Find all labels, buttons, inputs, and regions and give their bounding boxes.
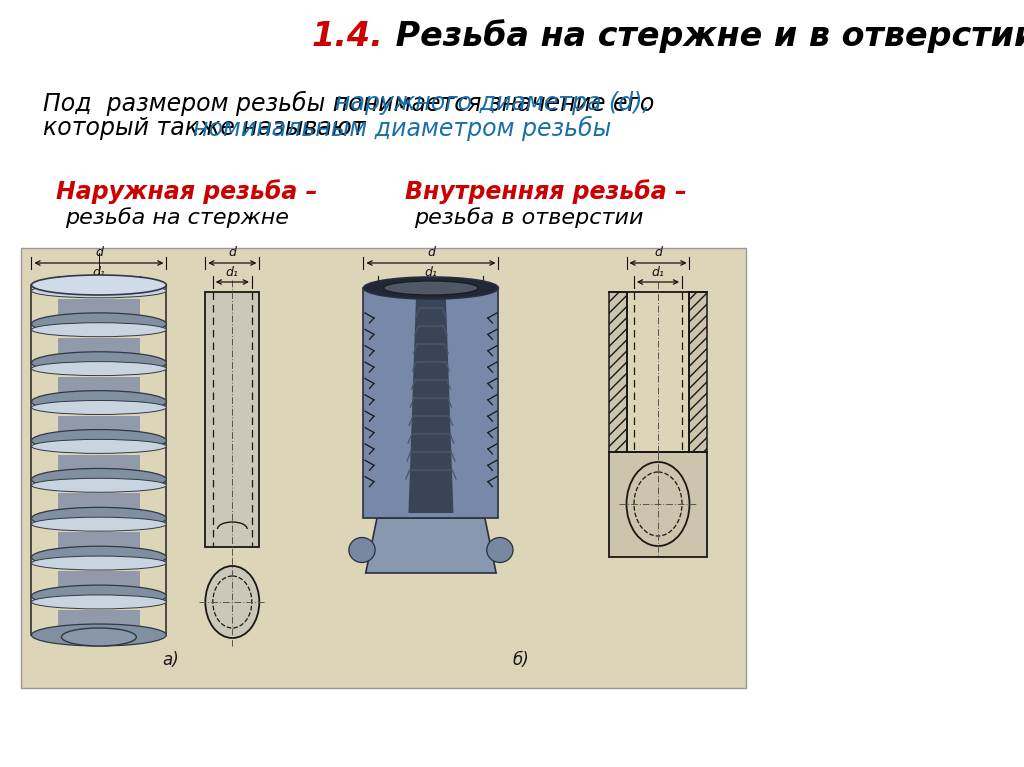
Text: наружного диаметра (d),: наружного диаметра (d), [335,91,650,115]
Text: Наружная резьба –: Наружная резьба – [56,179,317,205]
Ellipse shape [32,585,166,607]
Text: б): б) [512,651,529,669]
Ellipse shape [32,323,166,337]
Polygon shape [409,299,454,513]
Ellipse shape [32,275,166,295]
Bar [206,292,259,547]
Text: который также называют: который также называют [43,116,374,140]
Text: резьба в отверстии: резьба в отверстии [414,208,643,229]
Ellipse shape [32,595,166,609]
Text: Под  размером резьбы понимается значение его: Под размером резьбы понимается значение … [43,91,663,116]
Ellipse shape [32,390,166,413]
Ellipse shape [32,556,166,570]
Bar [57,377,140,402]
Bar [57,338,140,363]
Text: d₁: d₁ [425,265,437,278]
Bar [609,292,627,452]
Ellipse shape [61,628,136,646]
Ellipse shape [32,400,166,414]
Bar [57,299,140,324]
Ellipse shape [32,352,166,374]
Ellipse shape [364,277,499,299]
Text: Внутренняя резьба –: Внутренняя резьба – [404,179,686,205]
Bar [20,248,746,688]
Text: d: d [654,246,662,259]
Ellipse shape [486,538,513,562]
Text: d: d [228,246,237,259]
Bar [689,292,707,452]
Ellipse shape [32,507,166,529]
Ellipse shape [32,479,166,492]
Bar [57,455,140,479]
Text: d₁: d₁ [92,265,105,278]
Bar [57,571,140,596]
Ellipse shape [349,538,375,562]
Ellipse shape [32,313,166,335]
Text: Резьба на стержне и в отверстии: Резьба на стержне и в отверстии [384,19,1024,53]
Bar [57,610,140,635]
Ellipse shape [32,439,166,453]
Bar [609,452,707,557]
Circle shape [206,566,259,638]
Text: 1.4.: 1.4. [312,19,384,52]
Text: номинальным диаметром резьбы: номинальным диаметром резьбы [193,115,611,140]
Polygon shape [366,518,497,573]
Text: d: d [427,246,435,259]
Ellipse shape [32,546,166,568]
Ellipse shape [384,281,478,295]
Ellipse shape [32,361,166,376]
Text: d: d [95,246,102,259]
Bar [57,416,140,440]
Text: d₁: d₁ [226,265,239,278]
Ellipse shape [32,430,166,452]
Ellipse shape [32,517,166,532]
Bar [364,288,499,518]
Bar [57,532,140,557]
Ellipse shape [32,469,166,490]
Ellipse shape [32,624,166,646]
Text: резьба на стержне: резьба на стержне [66,208,289,229]
Ellipse shape [32,284,166,298]
Text: d₁: d₁ [651,265,665,278]
Text: а): а) [163,651,179,669]
Bar [57,493,140,518]
